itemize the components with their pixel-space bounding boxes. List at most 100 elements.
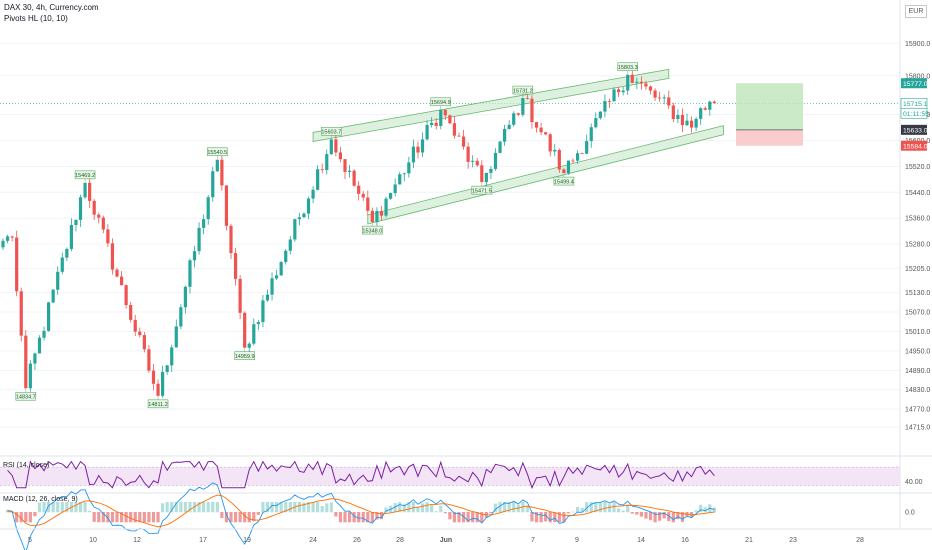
candle-body (88, 182, 92, 201)
indicator-label[interactable]: Pivots HL (10, 10) (4, 14, 68, 23)
macd-histogram-bar (138, 512, 142, 523)
candle-body (19, 291, 23, 336)
candle (370, 207, 374, 223)
macd-histogram-bar (238, 512, 242, 523)
candle-body (238, 278, 242, 313)
candle-body (110, 243, 115, 270)
price-tick-label: 15130.0 (905, 290, 930, 297)
macd-histogram-bar (288, 502, 292, 513)
candle-body (471, 160, 475, 162)
price-tag-last: 15715.1 01:11:55 (900, 97, 929, 119)
candle (60, 252, 64, 275)
candle (712, 100, 716, 104)
macd-histogram-bar (124, 512, 128, 523)
candle-body (179, 307, 183, 327)
candle (498, 140, 502, 154)
pivot-text: 14811.2 (148, 402, 167, 408)
candle-body (24, 335, 28, 389)
macd-histogram-bar (662, 512, 666, 519)
candle (699, 107, 703, 125)
candle-body (97, 214, 101, 218)
macd-label[interactable]: MACD (12, 26, close, 9) (3, 496, 78, 503)
candle (183, 285, 187, 314)
pivot-text: 15471.5 (472, 188, 492, 194)
candle (439, 109, 443, 130)
macd-histogram-bar (699, 504, 703, 513)
candle-body (398, 174, 402, 185)
candle-body (33, 353, 37, 364)
candle-body (275, 275, 279, 279)
time-tick-label: 9 (575, 537, 579, 544)
macd-histogram-bar (361, 512, 365, 523)
candle-body (512, 113, 516, 125)
candle-body (252, 324, 256, 344)
candle-body (443, 109, 447, 116)
macd-histogram-bar (325, 503, 329, 513)
candle-body (653, 90, 657, 98)
candle (389, 192, 393, 200)
macd-histogram-bar (452, 512, 457, 523)
candle-body (562, 169, 566, 174)
candle (393, 178, 397, 197)
candle-body (594, 118, 598, 128)
candle-body (507, 124, 511, 129)
candle-body (10, 236, 14, 238)
candle-body (101, 217, 105, 230)
price-tag-box (901, 78, 927, 89)
macd-histogram-bar (503, 502, 507, 513)
macd-histogram-bar (320, 506, 324, 513)
candle (347, 165, 352, 178)
price-tick-label: 15010.0 (905, 329, 930, 336)
candle (238, 275, 242, 320)
macd-histogram-bar (133, 512, 137, 523)
pivot-text: 15469.2 (75, 173, 95, 179)
macd-histogram-bar (306, 502, 311, 513)
candle-body (457, 135, 461, 137)
candles (1, 70, 716, 398)
macd-histogram-bar (553, 512, 557, 523)
candle-body (352, 170, 356, 186)
candle-body (461, 136, 466, 147)
candle-body (480, 165, 484, 183)
time-tick-label: 10 (89, 537, 97, 544)
currency-badge[interactable]: EUR (905, 5, 927, 18)
macd-histogram-bar (525, 505, 529, 513)
candle (101, 215, 105, 234)
candle (220, 153, 224, 191)
candle-body (106, 229, 110, 244)
pivot-label: 15348.0 (362, 222, 383, 235)
macd-histogram-bar (534, 512, 539, 523)
candle (411, 139, 415, 169)
macd-histogram-bar (5, 509, 10, 513)
macd-histogram-bar (37, 502, 42, 513)
candle (297, 212, 301, 226)
candle (598, 111, 602, 120)
macd-histogram-bar (97, 512, 101, 523)
rsi-label[interactable]: RSI (14, close) (3, 462, 50, 469)
macd-histogram-bar (621, 510, 625, 513)
candle (252, 318, 256, 346)
macd-histogram-bar (420, 503, 425, 513)
candle (603, 94, 607, 118)
candle (452, 116, 457, 139)
candle-body (206, 197, 210, 220)
macd-histogram-bar (430, 505, 434, 513)
candle (544, 132, 548, 136)
macd-histogram-bar (88, 510, 92, 513)
candle-body (366, 197, 370, 211)
candle-body (197, 227, 201, 252)
macd-histogram-bar (247, 512, 251, 523)
macd-histogram-bar (589, 502, 593, 513)
time-tick-label: 16 (681, 537, 689, 544)
candle (37, 335, 42, 354)
candle-body (302, 213, 306, 218)
macd-histogram-bar (74, 502, 78, 513)
candle (338, 146, 343, 163)
candle-body (311, 189, 315, 199)
candle (676, 109, 680, 124)
candle-body (389, 193, 393, 199)
candle-body (676, 115, 680, 120)
pivot-box (207, 147, 228, 157)
candle-body (74, 219, 78, 226)
